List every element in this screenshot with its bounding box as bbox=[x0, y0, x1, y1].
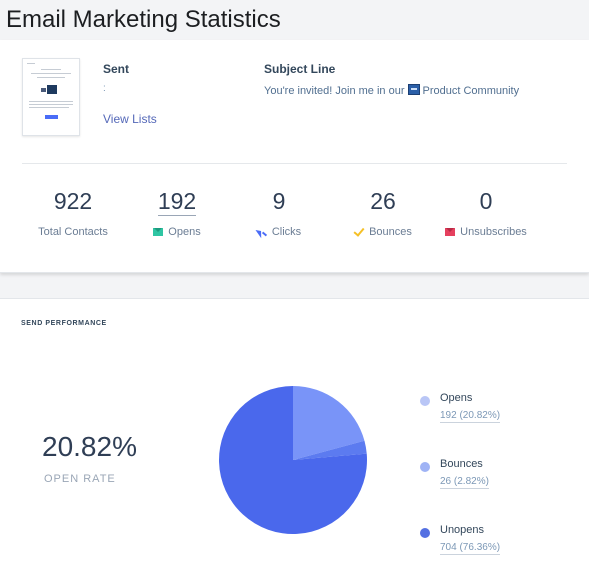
stat-value: 922 bbox=[53, 188, 93, 214]
cursor-click-icon bbox=[257, 228, 267, 236]
stat-label: Clicks bbox=[271, 226, 302, 238]
legend-name: Opens bbox=[440, 392, 473, 404]
stat-label: Total Contacts bbox=[38, 226, 108, 238]
subject-line-value: You're invited! Join me in our Product Co… bbox=[264, 84, 519, 97]
stat-label: Opens bbox=[168, 226, 201, 238]
pie-slice-bounces[interactable] bbox=[293, 440, 367, 460]
envelope-open-icon bbox=[153, 228, 164, 236]
brand-logo-icon bbox=[407, 84, 420, 95]
sent-label: Sent bbox=[103, 62, 130, 76]
stat-label: Unsubscribes bbox=[460, 226, 527, 238]
stat-value: 26 bbox=[370, 188, 396, 214]
stat-label: Bounces bbox=[369, 226, 412, 238]
legend-value[interactable]: 192 (20.82%) bbox=[440, 410, 501, 423]
legend-value[interactable]: 26 (2.82%) bbox=[440, 476, 489, 489]
stat-total-contacts: 922 Total Contacts bbox=[30, 188, 116, 238]
stat-value[interactable]: 192 bbox=[157, 188, 197, 216]
checkmark-icon bbox=[354, 228, 364, 236]
stat-unsubscribes: 0 Unsubscribes bbox=[436, 188, 536, 238]
open-rate-value: 20.82% bbox=[42, 431, 137, 462]
stat-value: 9 bbox=[272, 188, 286, 214]
legend-dot bbox=[420, 462, 430, 472]
legend-name: Bounces bbox=[440, 458, 483, 470]
email-preview-thumbnail[interactable] bbox=[22, 58, 80, 136]
divider bbox=[22, 163, 567, 164]
legend-value[interactable]: 704 (76.36%) bbox=[440, 542, 501, 555]
subject-text-end: Product Community bbox=[422, 85, 520, 97]
stat-bounces: 26 Bounces bbox=[344, 188, 422, 238]
legend-dot bbox=[420, 396, 430, 406]
subject-line-label: Subject Line bbox=[264, 62, 336, 76]
subject-text-start: You're invited! Join me in our bbox=[264, 85, 405, 97]
view-lists-link[interactable]: View Lists bbox=[103, 112, 157, 126]
legend-name: Unopens bbox=[440, 524, 485, 536]
section-title: SEND PERFORMANCE bbox=[21, 320, 107, 327]
stat-clicks: 9 Clicks bbox=[246, 188, 312, 238]
legend-dot bbox=[420, 528, 430, 538]
send-performance-pie-chart bbox=[219, 386, 367, 534]
pie-slice-opens[interactable] bbox=[293, 386, 365, 460]
stat-value: 0 bbox=[479, 188, 493, 214]
email-summary-card: Sent : View Lists Subject Line You're in… bbox=[0, 40, 589, 273]
sent-value: : bbox=[103, 83, 106, 94]
send-performance-card: SEND PERFORMANCE 20.82% OPEN RATE Opens … bbox=[0, 298, 589, 568]
stat-opens[interactable]: 192 Opens bbox=[140, 188, 214, 238]
page-title: Email Marketing Statistics bbox=[6, 6, 281, 33]
open-rate-label: OPEN RATE bbox=[44, 473, 116, 485]
pie-slice-unopens[interactable] bbox=[219, 386, 367, 534]
envelope-unsubscribe-icon bbox=[445, 228, 456, 236]
